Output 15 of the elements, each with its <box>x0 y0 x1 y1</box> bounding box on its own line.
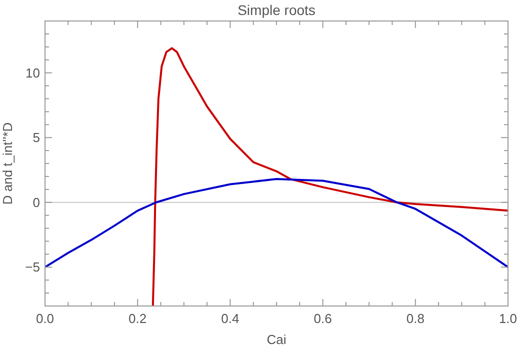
line-series <box>45 178 508 268</box>
x-axis-title: Cai <box>266 332 286 347</box>
x-tick-label: 0.0 <box>36 311 54 326</box>
x-tick-label: 0.4 <box>221 311 240 326</box>
y-tick-label: 0 <box>32 194 40 210</box>
x-tick-label: 0.6 <box>314 311 332 326</box>
line-series <box>152 47 508 306</box>
y-tick-label: −5 <box>25 260 40 275</box>
x-tick-label: 0.2 <box>128 311 147 326</box>
x-tick-label: 0.8 <box>406 311 424 326</box>
x-tick-label: 1.0 <box>498 311 518 326</box>
y-tick-label: 10 <box>26 65 40 80</box>
y-tick-label: 5 <box>32 130 40 146</box>
y-axis-title: D and t_int''*D <box>0 122 15 205</box>
chart-title: Simple roots <box>238 2 316 18</box>
